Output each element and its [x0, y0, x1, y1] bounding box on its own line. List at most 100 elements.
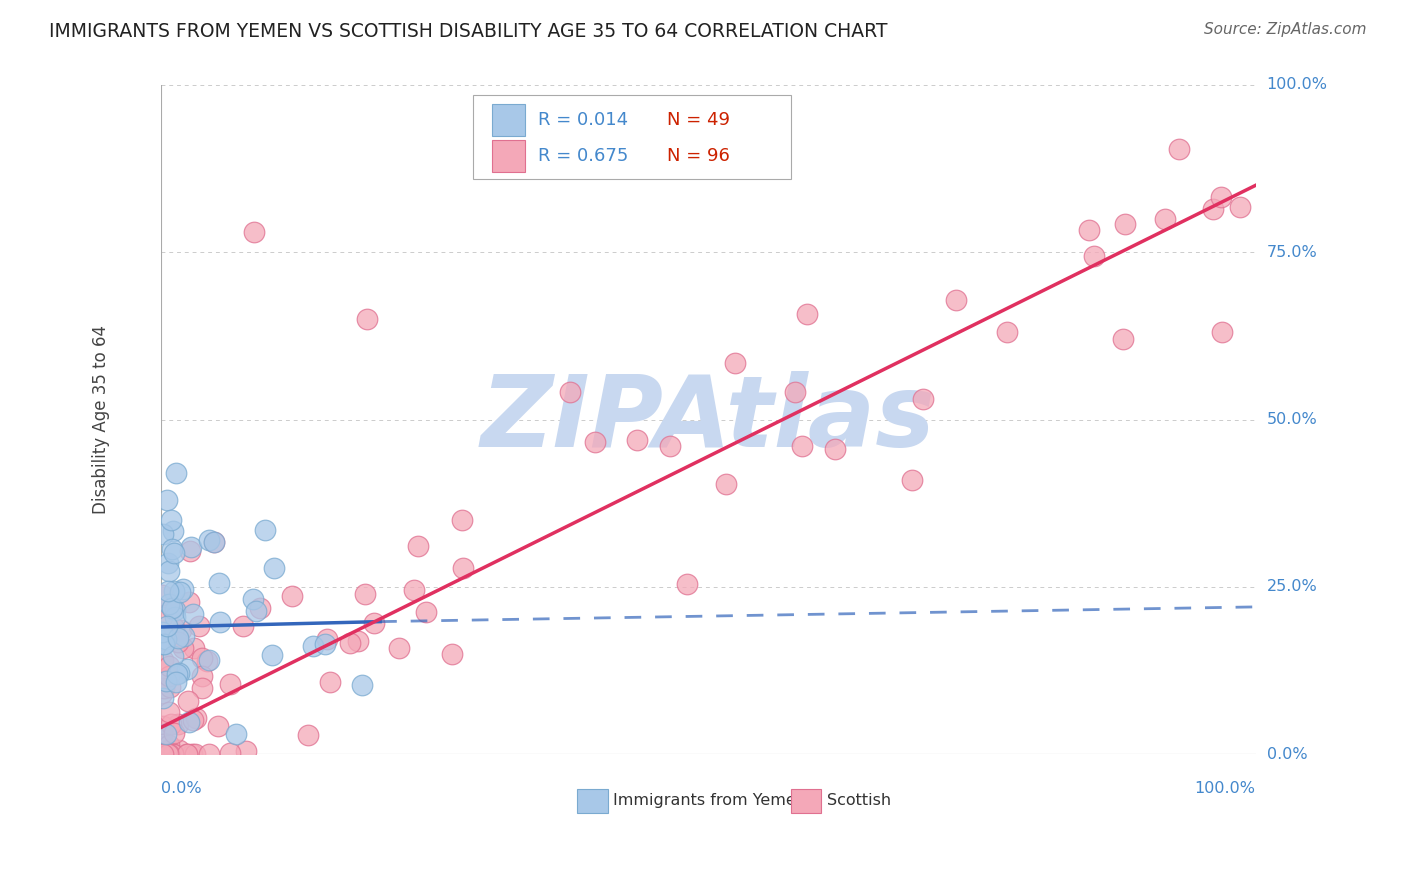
Point [314, 637, 336, 651]
Text: N = 96: N = 96 [666, 147, 730, 165]
Point [166, 667, 188, 681]
Point [160, 601, 183, 615]
Point [160, 601, 183, 615]
Point [363, 615, 385, 630]
Point [186, 711, 208, 725]
Point [235, 744, 257, 758]
Point [280, 589, 302, 603]
Point [150, 747, 173, 761]
Point [450, 513, 472, 527]
Point [346, 633, 368, 648]
Text: 50.0%: 50.0% [1267, 412, 1317, 427]
Point [945, 293, 967, 307]
Point [155, 727, 177, 741]
Point [1229, 200, 1251, 214]
Point [181, 713, 204, 727]
Text: 0.0%: 0.0% [1267, 747, 1308, 762]
Point [160, 541, 183, 556]
FancyBboxPatch shape [576, 789, 607, 813]
Point [353, 587, 375, 601]
Point [195, 654, 218, 668]
Point [1112, 332, 1135, 346]
Point [157, 565, 180, 579]
Point [263, 561, 285, 575]
Point [659, 439, 682, 453]
Text: Immigrants from Yemen: Immigrants from Yemen [613, 794, 806, 808]
Point [197, 653, 219, 667]
Point [156, 556, 179, 570]
Point [159, 680, 181, 694]
Point [162, 524, 184, 538]
Point [1211, 326, 1233, 340]
Point [208, 576, 231, 591]
Point [350, 678, 373, 692]
Point [152, 747, 174, 761]
Point [152, 653, 174, 667]
Point [163, 546, 186, 560]
Text: IMMIGRANTS FROM YEMEN VS SCOTTISH DISABILITY AGE 35 TO 64 CORRELATION CHART: IMMIGRANTS FROM YEMEN VS SCOTTISH DISABI… [49, 22, 887, 41]
Point [150, 725, 173, 739]
Point [995, 325, 1018, 339]
Point [163, 726, 186, 740]
Point [157, 668, 180, 682]
Point [191, 650, 214, 665]
Point [172, 641, 194, 656]
Point [901, 473, 924, 487]
Point [157, 747, 180, 761]
Point [783, 385, 806, 400]
Point [162, 648, 184, 663]
Point [152, 691, 174, 706]
Point [157, 658, 180, 673]
Text: Source: ZipAtlas.com: Source: ZipAtlas.com [1204, 22, 1367, 37]
Point [167, 635, 190, 649]
Point [245, 604, 267, 618]
FancyBboxPatch shape [474, 95, 790, 178]
Text: ZIPAtlas: ZIPAtlas [481, 371, 936, 468]
Point [157, 743, 180, 757]
Point [583, 435, 606, 450]
Point [676, 577, 699, 591]
Point [153, 681, 176, 695]
Point [824, 442, 846, 457]
Point [166, 716, 188, 731]
Point [170, 623, 193, 637]
Point [159, 513, 181, 527]
Point [242, 225, 264, 239]
Text: Scottish: Scottish [827, 794, 891, 808]
Point [180, 540, 202, 554]
Point [197, 533, 219, 547]
Point [183, 607, 205, 621]
Point [169, 666, 191, 681]
Point [218, 677, 240, 691]
Point [202, 535, 225, 549]
Point [155, 673, 177, 688]
Point [150, 588, 173, 602]
Point [318, 674, 340, 689]
Text: 75.0%: 75.0% [1267, 244, 1317, 260]
Text: R = 0.675: R = 0.675 [537, 147, 628, 165]
Point [440, 648, 463, 662]
Point [218, 747, 240, 761]
Point [177, 693, 200, 707]
Point [157, 583, 180, 598]
Point [792, 439, 814, 453]
Point [152, 526, 174, 541]
Point [339, 636, 361, 650]
Point [316, 632, 339, 647]
FancyBboxPatch shape [492, 103, 524, 136]
Point [451, 560, 474, 574]
Point [163, 603, 186, 617]
Point [167, 743, 190, 757]
Point [1114, 217, 1136, 231]
Point [153, 637, 176, 651]
FancyBboxPatch shape [790, 789, 821, 813]
Point [165, 675, 187, 690]
Point [1209, 190, 1232, 204]
Point [156, 747, 179, 761]
Point [1083, 249, 1105, 263]
Point [150, 609, 173, 624]
Text: 0.0%: 0.0% [162, 780, 202, 796]
Point [558, 385, 581, 400]
Point [796, 307, 818, 321]
Point [249, 601, 271, 615]
